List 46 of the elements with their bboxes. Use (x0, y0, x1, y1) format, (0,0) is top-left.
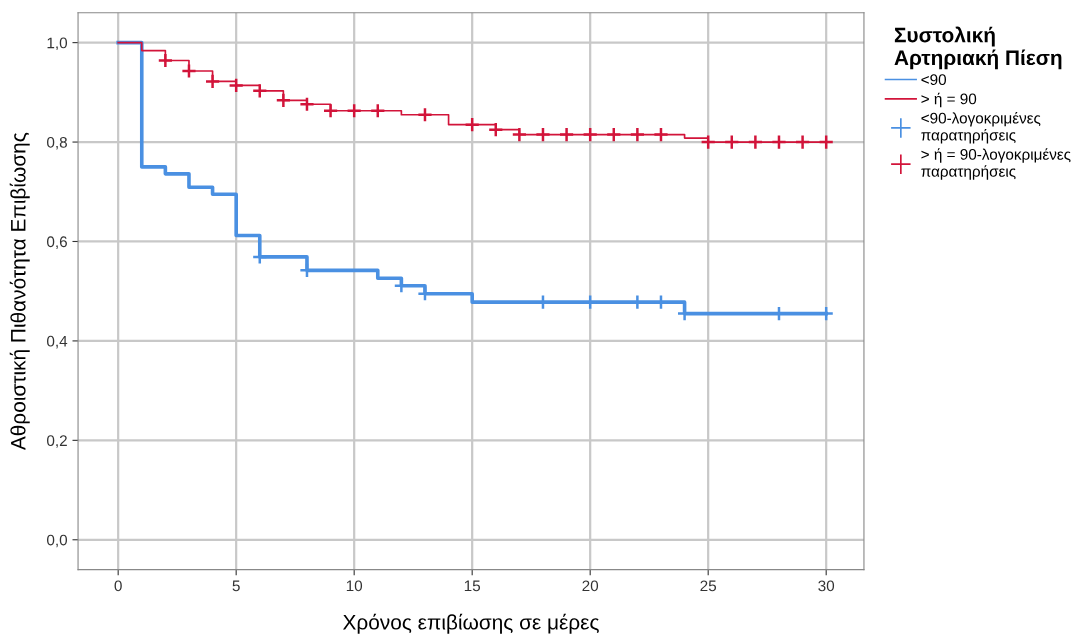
y-tick-label: 0,2 (46, 435, 67, 448)
point (181, 63, 197, 79)
legend-label: <90-λογοκριμένες παρατηρήσεις (921, 111, 1041, 144)
y-tick-label: 1,0 (47, 37, 68, 51)
legend-title: Συστολική Αρτηριακή Πίεση (894, 26, 1062, 70)
point (322, 102, 339, 119)
point (629, 126, 646, 143)
point (558, 126, 575, 143)
point (771, 134, 787, 150)
x-tick-label: 5 (232, 580, 240, 592)
x-tick-label: 30 (818, 580, 835, 592)
point (723, 134, 740, 150)
point (204, 73, 221, 90)
point (794, 134, 811, 150)
point (487, 121, 504, 138)
point (157, 52, 174, 69)
x-tick-label: 15 (464, 580, 481, 592)
x-tick-label: 10 (346, 580, 363, 592)
point (700, 134, 717, 150)
point (369, 102, 386, 119)
point (511, 126, 528, 143)
y-tick-label: 0,0 (46, 534, 68, 548)
legend-label: <90 (921, 74, 947, 86)
y-axis-title: Αθροιστική Πιθανότητα Επιβίωσης (9, 132, 30, 451)
point (464, 116, 481, 133)
point (747, 134, 764, 150)
point (275, 92, 292, 109)
x-axis-title: Χρόνος επιβίωσης σε μέρες (342, 613, 599, 634)
point (605, 126, 622, 143)
x-tick-label: 25 (700, 580, 717, 592)
point (653, 126, 669, 143)
point (299, 96, 315, 113)
point (582, 126, 599, 143)
point (417, 106, 433, 123)
legend-label: > ή = 90-λογοκριμένες παρατηρήσεις (921, 148, 1071, 180)
legend-label: > ή = 90 (921, 92, 977, 108)
y-tick-label: 0,8 (46, 136, 67, 150)
point (818, 134, 835, 150)
x-tick-label: 20 (582, 580, 599, 592)
point (535, 126, 551, 143)
y-tick-label: 0,4 (46, 335, 68, 349)
point (228, 77, 245, 94)
point (251, 83, 268, 99)
point (346, 102, 363, 119)
y-tick-label: 0,6 (46, 236, 67, 249)
x-tick-label: 0 (114, 580, 122, 592)
